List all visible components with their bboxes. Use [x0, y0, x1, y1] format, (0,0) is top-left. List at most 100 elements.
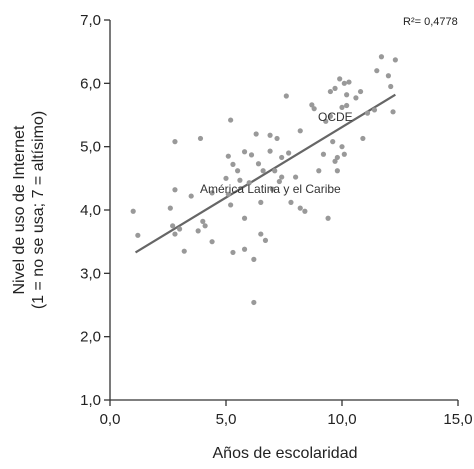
- data-point: [267, 132, 273, 138]
- data-point: [344, 92, 350, 98]
- data-point: [135, 232, 141, 238]
- annotation-ocde: OCDE: [318, 110, 353, 124]
- data-point: [197, 135, 204, 142]
- data-point: [255, 161, 262, 167]
- data-point: [346, 79, 352, 85]
- data-point: [223, 175, 229, 181]
- y-tick-label: 4,0: [80, 202, 101, 219]
- data-point: [334, 154, 340, 161]
- data-point: [360, 135, 366, 142]
- data-point: [228, 202, 234, 208]
- data-point: [267, 148, 273, 154]
- data-point: [364, 110, 371, 116]
- y-tick-label: 7,0: [80, 12, 101, 29]
- data-point: [251, 256, 257, 262]
- y-axis-title-line2: (1 = no se usa; 7 = altísimo): [30, 111, 47, 309]
- data-point: [341, 151, 347, 157]
- data-point: [316, 168, 322, 174]
- data-point: [200, 218, 206, 224]
- data-point: [309, 102, 315, 108]
- data-point: [258, 231, 264, 237]
- data-point: [246, 180, 252, 186]
- data-point: [334, 168, 340, 174]
- data-point: [332, 158, 338, 164]
- data-point: [327, 88, 333, 95]
- data-point: [378, 54, 385, 60]
- data-point: [323, 118, 329, 124]
- data-point: [279, 154, 285, 161]
- data-point: [130, 208, 136, 214]
- trendline: [134, 93, 396, 254]
- data-point: [269, 186, 275, 192]
- data-point: [209, 239, 215, 245]
- data-point: [276, 178, 282, 185]
- y-tick-label: 3,0: [80, 265, 101, 282]
- annotation-america-latina: América Latina y el Caribe: [200, 182, 341, 196]
- data-point: [230, 249, 236, 256]
- data-point: [251, 299, 257, 306]
- data-point: [170, 223, 176, 229]
- data-point: [258, 199, 264, 205]
- data-point: [297, 128, 303, 134]
- data-point: [341, 80, 347, 86]
- data-point: [230, 161, 236, 167]
- data-point: [325, 215, 331, 221]
- data-point: [390, 109, 396, 115]
- x-tick-label: 5,0: [216, 411, 237, 428]
- data-point: [195, 228, 201, 234]
- data-point: [235, 168, 241, 174]
- data-point: [241, 246, 248, 252]
- y-tick-label: 6,0: [80, 75, 101, 92]
- data-point: [283, 93, 289, 99]
- data-point: [172, 139, 178, 145]
- data-point: [228, 117, 234, 123]
- data-point: [260, 168, 266, 174]
- trendline-layer: [134, 93, 396, 254]
- data-point: [392, 57, 398, 63]
- data-point: [337, 76, 343, 82]
- data-point: [374, 68, 380, 74]
- y-tick-label: 5,0: [80, 139, 101, 156]
- data-point: [181, 248, 187, 254]
- data-point: [172, 231, 178, 237]
- data-point: [311, 106, 317, 112]
- data-point: [371, 107, 378, 113]
- data-point: [241, 215, 248, 221]
- data-point: [332, 85, 338, 91]
- axes: [104, 19, 459, 406]
- r-squared-label: R²= 0,4778: [403, 16, 458, 28]
- data-point: [279, 174, 285, 180]
- data-point: [344, 102, 350, 109]
- data-point: [241, 149, 248, 155]
- data-point: [237, 177, 243, 183]
- data-point: [293, 174, 299, 180]
- data-point: [320, 151, 327, 157]
- y-tick-label: 2,0: [80, 329, 101, 346]
- data-point: [339, 104, 345, 110]
- data-point: [302, 208, 308, 214]
- data-point: [272, 168, 278, 174]
- data-point: [353, 95, 359, 101]
- data-point: [385, 73, 391, 79]
- y-axis-title-group: Nivel de uso de Internet (1 = no se usa;…: [11, 111, 47, 309]
- data-point: [253, 131, 259, 137]
- data-point: [202, 223, 208, 229]
- data-point: [177, 226, 183, 232]
- data-point: [225, 191, 231, 197]
- data-point: [339, 144, 345, 150]
- x-axis-title: Años de escolaridad: [213, 445, 358, 462]
- data-point: [209, 190, 215, 196]
- data-point: [262, 237, 269, 243]
- y-tick-label: 1,0: [80, 392, 101, 409]
- tick-labels: 1,0 2,0 3,0 4,0 5,0 6,0 7,0 0,0 5,0 10,0 15,0: [80, 12, 472, 428]
- x-tick-label: 10,0: [327, 411, 356, 428]
- data-point: [274, 135, 280, 142]
- data-point: [225, 153, 231, 159]
- data-point: [327, 113, 333, 119]
- x-tick-label: 15,0: [443, 411, 472, 428]
- y-axis-title-line1: Nivel de uso de Internet: [11, 125, 28, 295]
- data-point: [288, 199, 294, 205]
- data-point: [357, 88, 364, 95]
- data-point: [388, 83, 394, 90]
